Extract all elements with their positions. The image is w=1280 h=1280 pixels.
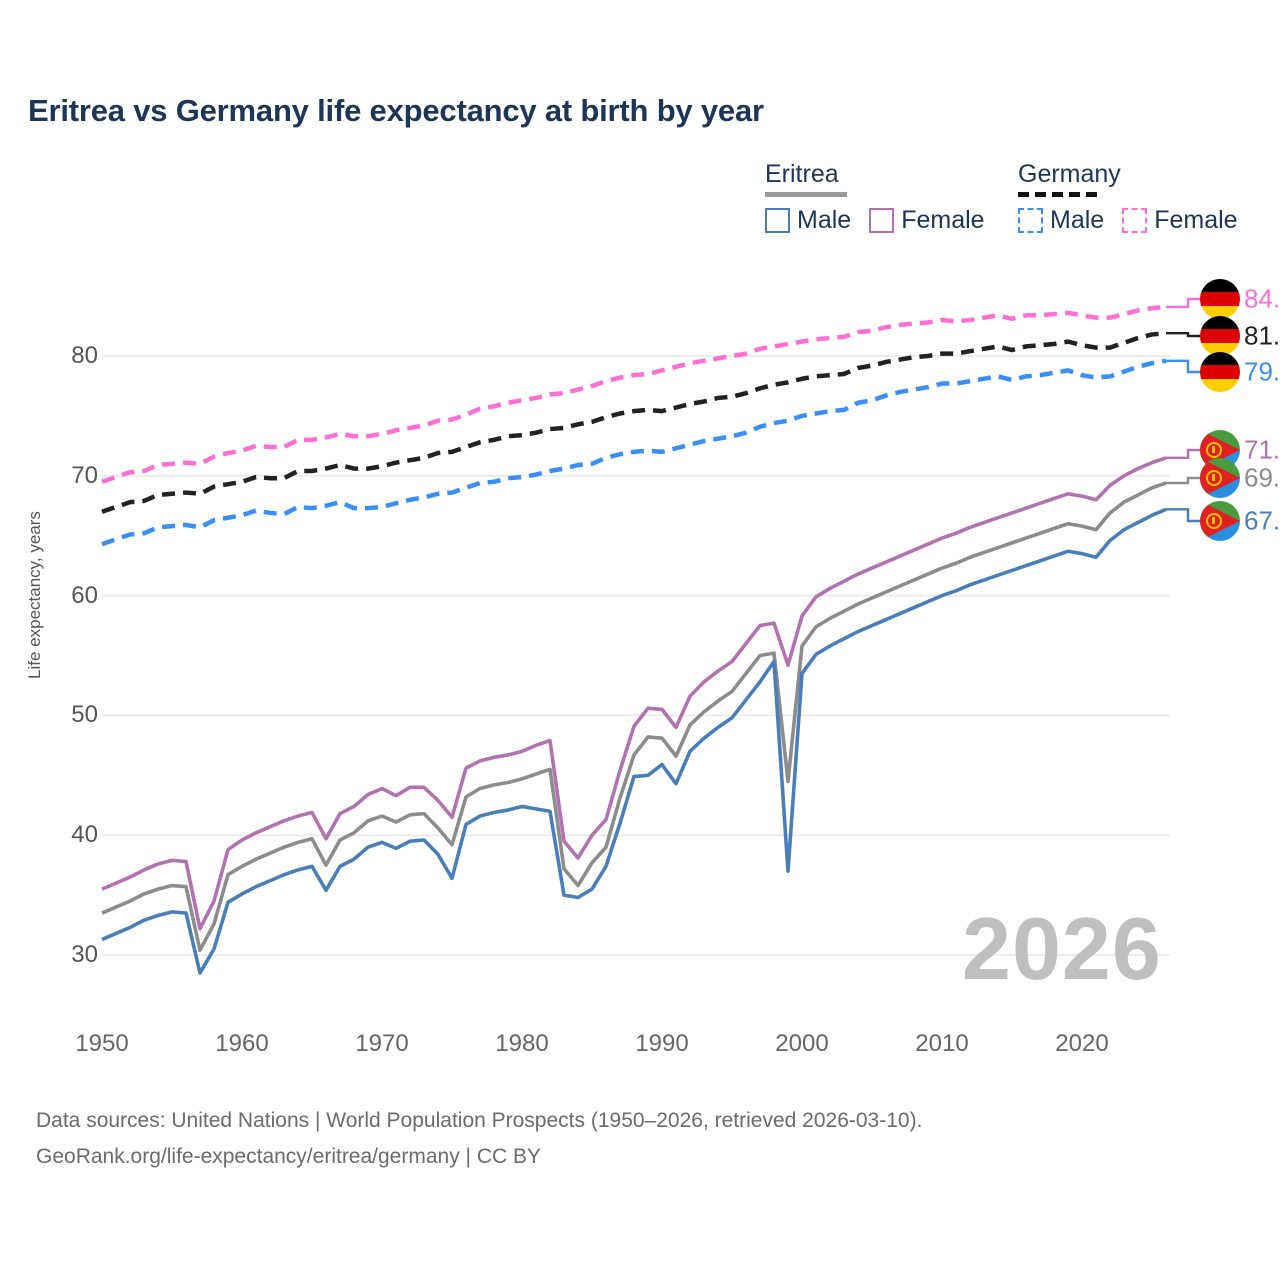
end-label-value: 79.6: [1244, 356, 1280, 387]
series-line-germany-total: [101, 330, 1167, 514]
legend-rule-germany: [1018, 192, 1100, 197]
x-tick-label: 2020: [1055, 1030, 1109, 1057]
flag-icon-eritrea: [1200, 501, 1240, 541]
series-line-eritrea-total: [101, 481, 1167, 953]
legend-label-eritrea-female: Female: [901, 206, 985, 234]
flag-icon-germany: [1200, 279, 1240, 319]
y-tick-label: 80: [71, 342, 98, 369]
y-tick-label: 50: [71, 701, 98, 729]
year-watermark: 2026: [962, 899, 1162, 998]
x-tick-label: 1990: [635, 1030, 689, 1057]
x-tick-label: 1950: [75, 1030, 129, 1057]
x-tick-label: 1960: [215, 1030, 269, 1057]
series-line-germany-male: [101, 358, 1167, 547]
legend-rule-eritrea: [765, 192, 847, 197]
series-line-germany-female: [101, 304, 1167, 484]
flag-icon-germany: [1200, 352, 1240, 392]
x-tick-label: 1970: [355, 1030, 409, 1057]
y-tick-label: 30: [71, 941, 98, 968]
end-label-connector: [1166, 359, 1202, 374]
legend-item-germany-female[interactable]: Female: [1122, 206, 1238, 235]
legend-group-eritrea: Eritrea Male Female: [765, 160, 985, 235]
end-label-connector: [1166, 332, 1202, 338]
legend-swatch-germany-female: [1122, 208, 1148, 233]
series-line-eritrea-male: [101, 507, 1167, 975]
legend-item-eritrea-female[interactable]: Female: [869, 206, 985, 235]
flag-icon-eritrea: [1200, 458, 1240, 498]
y-axis-label: Life expectancy, years: [25, 511, 44, 679]
x-tick-label: 1980: [495, 1030, 549, 1057]
chart-legend: Eritrea Male Female Germany Male: [760, 160, 1250, 240]
legend-item-germany-male[interactable]: Male: [1018, 206, 1104, 235]
footer-line-2: GeoRank.org/life-expectancy/eritrea/germ…: [36, 1145, 542, 1168]
legend-group-title-germany: Germany: [1018, 160, 1121, 188]
y-tick-label: 70: [71, 461, 98, 489]
end-label-value: 69.4: [1244, 462, 1280, 493]
end-label-value: 81.9: [1244, 320, 1280, 351]
y-tick-label: 60: [71, 581, 98, 609]
series-line-eritrea-female: [101, 456, 1167, 931]
end-label-value: 84.1: [1244, 283, 1280, 314]
legend-swatch-germany-male: [1018, 208, 1043, 233]
legend-label-germany-male: Male: [1050, 206, 1105, 234]
x-tick-label: 2000: [775, 1030, 829, 1057]
end-label-connector: [1166, 476, 1202, 485]
end-label-value: 71.5: [1244, 434, 1280, 465]
legend-group-germany: Germany Male Female: [1018, 160, 1238, 235]
legend-swatch-eritrea-male: [765, 208, 790, 233]
legend-item-eritrea-male[interactable]: Male: [765, 206, 851, 235]
x-tick-label: 2010: [915, 1030, 969, 1057]
flag-icon-germany: [1200, 316, 1240, 356]
end-label-value: 67.2: [1244, 505, 1280, 536]
end-label-connector: [1166, 297, 1202, 309]
legend-label-germany-female: Female: [1154, 206, 1238, 234]
legend-label-eritrea-male: Male: [797, 206, 852, 234]
legend-group-title-eritrea: Eritrea: [765, 160, 839, 188]
footer-attribution: Data sources: United Nations | World Pop…: [36, 1103, 922, 1175]
end-label-connector: [1166, 508, 1202, 523]
footer-line-1: Data sources: United Nations | World Pop…: [36, 1109, 923, 1132]
y-tick-label: 40: [71, 821, 98, 849]
page-title: Eritrea vs Germany life expectancy at bi…: [28, 93, 764, 128]
end-label-connector: [1166, 448, 1202, 459]
legend-swatch-eritrea-female: [869, 208, 895, 233]
